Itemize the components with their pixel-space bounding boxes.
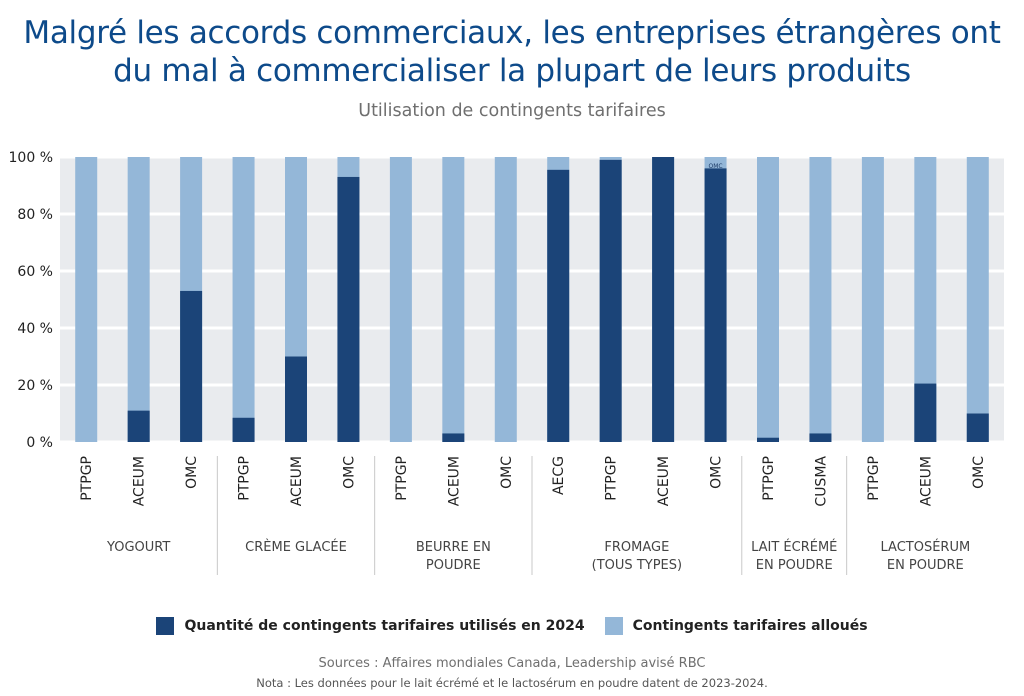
x-tick-label: CUSMA	[813, 456, 829, 507]
x-tick-label: PTPGP	[604, 456, 620, 501]
group-label: FROMAGE	[604, 540, 669, 555]
x-tick-label: PTPGP	[237, 456, 253, 501]
group-label: (TOUS TYPES)	[592, 558, 682, 573]
bar-allocated	[127, 157, 150, 442]
bar-used	[442, 433, 465, 442]
chart-subtitle: Utilisation de contingents tarifaires	[358, 101, 666, 121]
plot-background	[60, 157, 1004, 442]
x-tick-label: ACEUM	[289, 456, 305, 506]
x-tick-label: ACEUM	[132, 456, 148, 506]
group-label: EN POUDRE	[887, 558, 964, 573]
bar-used	[337, 176, 360, 442]
bar-allocated	[389, 157, 412, 442]
x-tick-label: OMC	[184, 456, 200, 489]
legend-item-used: Quantité de contingents tarifaires utili…	[156, 617, 585, 635]
x-tick-label: ACEUM	[918, 456, 934, 506]
y-tick-label: 60 %	[17, 264, 53, 280]
x-tick-label: ACEUM	[446, 456, 462, 506]
bar-annotation: OMC	[709, 163, 723, 170]
bar-allocated	[442, 157, 465, 442]
bar-used	[966, 413, 989, 442]
x-tick-label: AECG	[551, 456, 567, 495]
group-label: CRÈME GLACÉE	[245, 539, 347, 555]
y-tick-label: 0 %	[26, 435, 53, 451]
group-label: BEURRE EN	[416, 540, 491, 555]
bar-allocated	[966, 157, 989, 442]
bar-used	[757, 437, 779, 442]
group-label: EN POUDRE	[756, 558, 833, 573]
y-tick-label: 40 %	[17, 321, 53, 337]
y-tick-label: 80 %	[17, 207, 53, 223]
x-tick-label: OMC	[341, 456, 357, 489]
x-tick-label: OMC	[499, 456, 515, 489]
x-tick-label: PTPGP	[394, 456, 410, 501]
legend-label-allocated: Contingents tarifaires alloués	[632, 618, 868, 634]
bar-allocated	[75, 157, 98, 442]
bar-used	[809, 433, 832, 442]
bar-used	[180, 290, 203, 442]
x-tick-label: OMC	[971, 456, 987, 489]
note-text: Nota : Les données pour le lait écrémé e…	[256, 676, 768, 690]
bar-used	[285, 356, 307, 442]
y-tick-label: 100 %	[9, 150, 53, 166]
bar-allocated	[494, 157, 517, 442]
legend-item-allocated: Contingents tarifaires alloués	[604, 617, 868, 635]
sources-text: Sources : Affaires mondiales Canada, Lea…	[318, 656, 706, 671]
bar-allocated	[232, 157, 255, 442]
bar-used	[547, 169, 570, 442]
group-label: LAIT ÉCRÉMÉ	[751, 539, 837, 555]
bar-allocated	[861, 157, 884, 442]
bar-used	[914, 383, 937, 442]
legend-label-used: Quantité de contingents tarifaires utili…	[184, 618, 585, 634]
stacked-bar-chart: 100 % 80 % 60 % 40 % 20 % 0 % PTPGP ACEUM OMC YOG…	[9, 150, 1004, 575]
chart-title: Malgré les accords commerciaux, les entr…	[23, 15, 1001, 89]
y-tick-label: 20 %	[17, 378, 53, 394]
bar-used	[599, 159, 622, 442]
group-label: POUDRE	[426, 558, 481, 573]
legend: Quantité de contingents tarifaires utili…	[0, 617, 1024, 635]
group-label: LACTOSÉRUM	[880, 539, 970, 555]
x-tick-label: PTPGP	[79, 456, 95, 501]
legend-swatch-allocated	[604, 617, 623, 635]
bar-allocated	[809, 157, 832, 442]
legend-swatch-used	[156, 617, 175, 635]
bar-used	[652, 157, 675, 442]
x-tick-label: PTPGP	[761, 456, 777, 501]
bar-used	[127, 410, 150, 442]
bar-used	[704, 168, 727, 442]
group-label: YOGOURT	[106, 540, 170, 555]
bar-allocated	[914, 157, 937, 442]
x-tick-label: OMC	[709, 456, 725, 489]
x-tick-label: PTPGP	[866, 456, 882, 501]
bar-used	[232, 417, 255, 442]
bar-allocated	[757, 157, 779, 442]
x-tick-label: ACEUM	[656, 456, 672, 506]
